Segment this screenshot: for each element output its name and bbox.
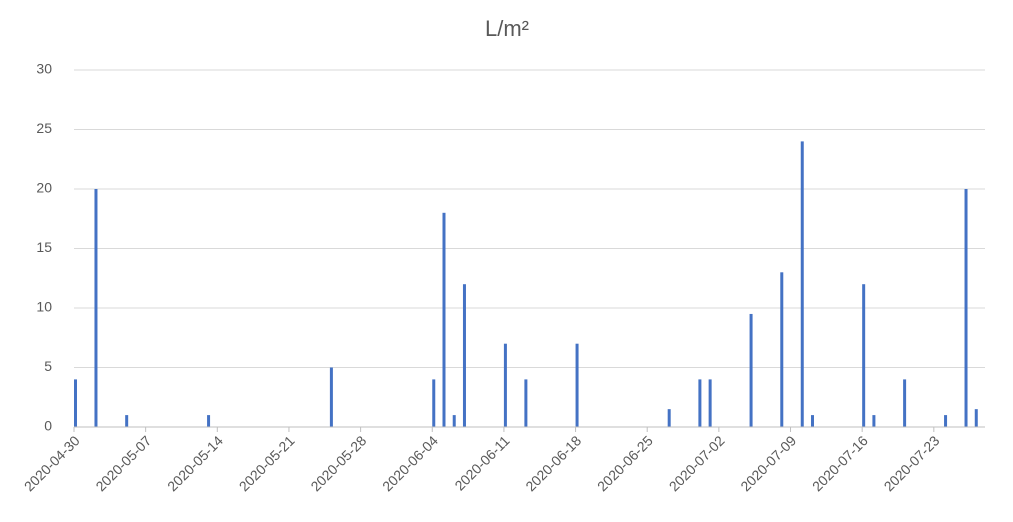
y-tick-label: 30 — [36, 61, 52, 77]
bar — [462, 284, 466, 427]
y-tick-label: 5 — [44, 358, 52, 374]
x-tick-label: 2020-05-28 — [307, 432, 369, 494]
bar — [964, 189, 968, 427]
x-tick-label: 2020-07-02 — [666, 432, 728, 494]
x-tick-label: 2020-07-23 — [881, 432, 943, 494]
x-tick-label: 2020-05-14 — [164, 432, 226, 494]
bar — [329, 367, 333, 427]
x-tick-label: 2020-06-04 — [379, 432, 441, 494]
y-tick-label: 25 — [36, 120, 52, 136]
bar — [780, 272, 784, 427]
x-tick-label: 2020-06-18 — [522, 432, 584, 494]
bar — [903, 379, 907, 427]
x-tick-label: 2020-04-30 — [21, 432, 83, 494]
bar — [207, 415, 211, 427]
bar — [94, 189, 98, 427]
bar — [667, 409, 671, 427]
bar — [749, 313, 753, 427]
bar — [74, 379, 77, 427]
bar — [800, 141, 804, 427]
y-tick-label: 10 — [36, 299, 52, 315]
bar — [810, 415, 814, 427]
x-tick-label: 2020-06-25 — [594, 432, 656, 494]
chart-title: L/m² — [485, 16, 529, 41]
y-tick-label: 15 — [36, 239, 52, 255]
bar — [442, 212, 446, 427]
bar — [698, 379, 702, 427]
bar — [944, 415, 948, 427]
x-tick-label: 2020-05-07 — [92, 432, 154, 494]
x-tick-label: 2020-06-11 — [451, 432, 512, 493]
bar — [524, 379, 528, 427]
bar — [862, 284, 866, 427]
x-tick-label: 2020-07-16 — [809, 432, 871, 494]
x-tick-label: 2020-07-09 — [737, 432, 799, 494]
x-tick-label: 2020-05-21 — [236, 432, 298, 494]
y-tick-label: 0 — [44, 418, 52, 434]
bar — [872, 415, 876, 427]
bar — [125, 415, 129, 427]
bar — [708, 379, 712, 427]
bar — [452, 415, 456, 427]
bar — [432, 379, 436, 427]
bar — [503, 343, 507, 427]
bar — [974, 409, 978, 427]
y-tick-label: 20 — [36, 180, 52, 196]
bar — [575, 343, 579, 427]
